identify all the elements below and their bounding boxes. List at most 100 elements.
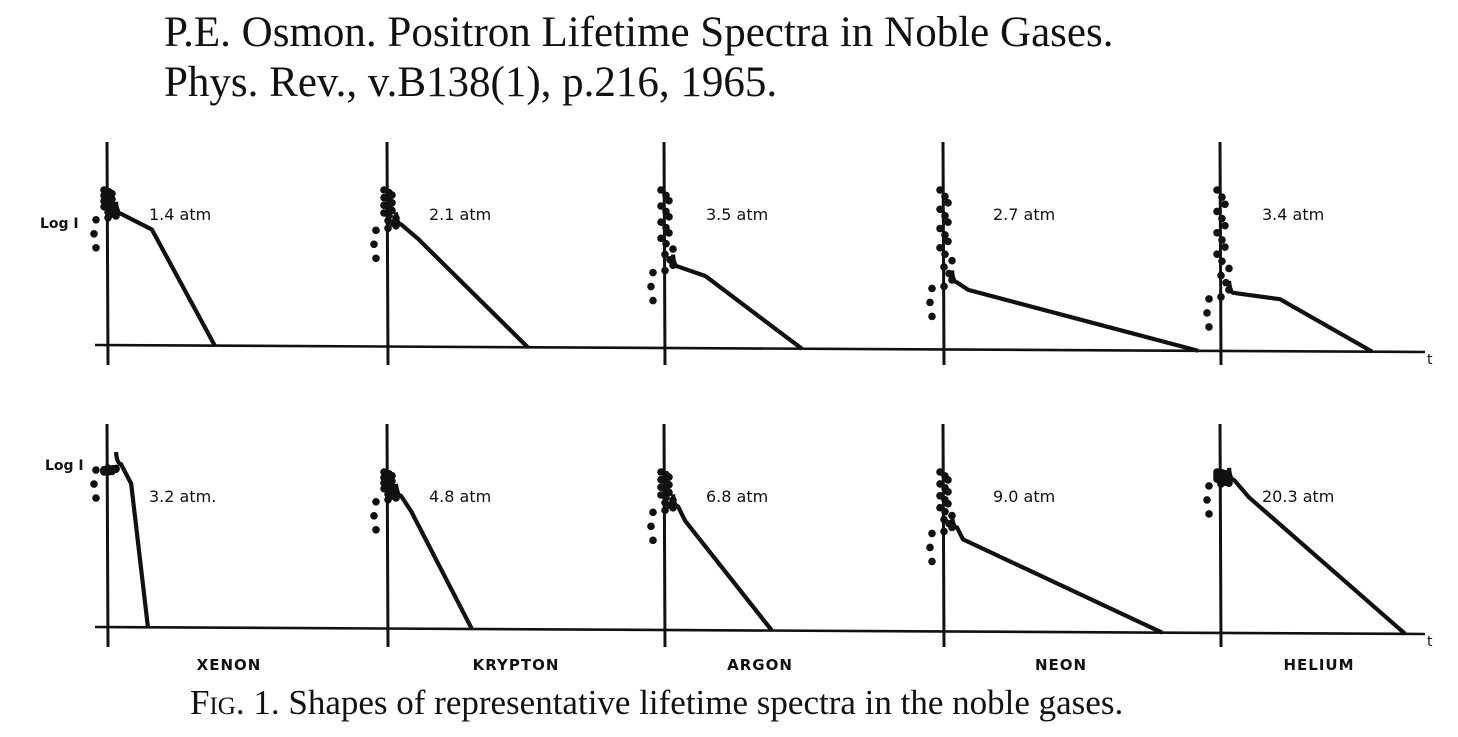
data-point	[941, 231, 949, 239]
data-point	[941, 507, 949, 516]
data-point	[1221, 243, 1229, 251]
data-point	[372, 525, 380, 534]
decay-curve	[113, 201, 217, 348]
data-point	[1218, 214, 1226, 223]
pressure-label: 2.1 atm	[429, 205, 491, 224]
data-point	[647, 522, 655, 531]
data-point	[92, 243, 100, 252]
decay-curve	[393, 483, 474, 631]
log-i-label: Log I	[45, 458, 84, 474]
pressure-label: 9.0 atm	[993, 487, 1055, 506]
vertical-axis	[385, 141, 390, 366]
data-point	[1213, 228, 1221, 237]
pressure-label: 2.7 atm	[993, 205, 1055, 224]
pressure-label: 6.8 atm	[706, 487, 768, 506]
data-point	[936, 224, 944, 233]
data-point	[944, 218, 952, 226]
data-point	[1205, 482, 1213, 490]
data-point	[92, 494, 100, 502]
data-point	[657, 202, 665, 210]
data-point	[1225, 264, 1233, 273]
gas-label-xenon: XENON	[197, 656, 262, 674]
citation-line-1: P.E. Osmon. Positron Lifetime Spectra in…	[164, 9, 1114, 56]
baseline-row-1	[94, 343, 1426, 354]
data-point	[372, 226, 380, 235]
data-point	[647, 282, 655, 291]
gas-label-helium: HELIUM	[1283, 656, 1354, 674]
data-point	[384, 495, 392, 504]
data-point	[941, 211, 949, 220]
data-point	[1225, 479, 1233, 487]
data-point	[92, 215, 100, 224]
data-point	[936, 186, 944, 194]
decay-curve	[949, 270, 1199, 353]
log-i-label: Log I	[40, 216, 79, 232]
data-point	[941, 250, 949, 259]
lifetime-spectra-figure: t Log I t Log I 1.4 atm 2.1 atm 3.5 atm 2.7 atm…	[40, 141, 1433, 674]
spectrum-panel-helium-row2: 20.3 atm	[1203, 423, 1407, 648]
data-point	[665, 229, 673, 237]
data-point	[104, 213, 112, 222]
data-point	[926, 298, 934, 307]
data-point	[1205, 510, 1213, 518]
figure-caption: Fig. 1. Shapes of representative lifetim…	[190, 683, 1123, 723]
data-point	[90, 480, 98, 488]
data-point	[944, 488, 952, 496]
spectrum-panel-neon-row1: 2.7 atm	[926, 141, 1199, 366]
data-point	[649, 296, 657, 305]
spectrum-panel-krypton-row2: 4.8 atm	[370, 423, 491, 648]
data-point	[649, 268, 657, 277]
decay-curve	[1226, 280, 1374, 354]
data-point	[661, 250, 669, 259]
caption-text: Shapes of representative lifetime spectr…	[279, 683, 1124, 722]
vertical-axis	[662, 423, 667, 648]
data-point	[1217, 480, 1225, 488]
data-point	[370, 240, 378, 249]
data-point	[104, 464, 112, 472]
vertical-axis	[941, 423, 946, 648]
pressure-label: 4.8 atm	[429, 487, 491, 506]
vertical-axis	[105, 141, 110, 366]
spectrum-panel-argon-row1: 3.5 atm	[647, 141, 804, 366]
vertical-axis	[385, 423, 390, 648]
data-point	[661, 266, 669, 275]
spectrum-panel-neon-row2: 9.0 atm	[926, 423, 1163, 648]
data-point	[1217, 293, 1225, 301]
data-point	[90, 229, 98, 238]
data-point	[1221, 221, 1229, 230]
data-point	[948, 256, 956, 265]
data-point	[1213, 186, 1221, 194]
baseline-row-2	[94, 625, 1426, 636]
gas-label-neon: NEON	[1035, 656, 1087, 674]
data-point	[928, 529, 936, 538]
data-point	[1221, 200, 1229, 209]
decay-curve	[670, 254, 804, 351]
decay-curve	[670, 494, 774, 633]
pressure-label: 20.3 atm	[1262, 487, 1334, 506]
citation-line-2: Phys. Rev., v.B138(1), p.216, 1965.	[164, 59, 778, 106]
pressure-label: 3.4 atm	[1262, 205, 1324, 224]
pressure-label: 3.2 atm.	[149, 487, 216, 506]
data-point	[662, 239, 670, 248]
data-point	[944, 237, 952, 246]
decay-curve	[949, 515, 1163, 635]
data-point	[926, 543, 934, 552]
data-point	[372, 497, 380, 506]
data-point	[1205, 323, 1213, 331]
data-point	[92, 466, 100, 474]
data-point	[944, 199, 952, 207]
data-point	[661, 506, 669, 515]
caption-fig-label: Fig. 1.	[190, 683, 280, 722]
data-point	[1213, 207, 1221, 216]
data-point	[1217, 271, 1225, 280]
spectrum-panel-xenon-row2: 3.2 atm.	[90, 423, 216, 648]
data-point	[940, 282, 948, 291]
pressure-label: 3.5 atm	[706, 205, 768, 224]
gas-label-krypton: KRYPTON	[473, 656, 560, 674]
data-point	[944, 499, 952, 508]
data-point	[1213, 250, 1221, 258]
data-point	[936, 205, 944, 214]
t-axis-label: t	[1427, 634, 1433, 650]
spectrum-panel-krypton-row1: 2.1 atm	[370, 141, 530, 366]
data-point	[944, 476, 952, 484]
